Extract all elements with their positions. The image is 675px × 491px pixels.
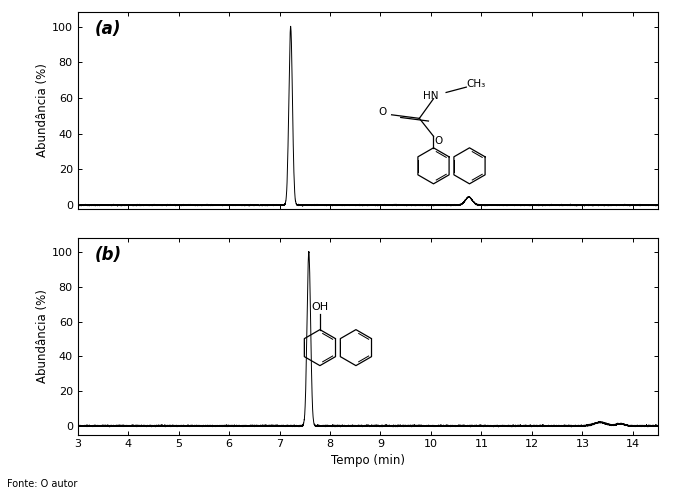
Text: HN: HN — [423, 91, 439, 101]
Text: OH: OH — [311, 302, 329, 312]
Y-axis label: Abundância (%): Abundância (%) — [36, 63, 49, 158]
Text: Fonte: O autor: Fonte: O autor — [7, 479, 77, 489]
X-axis label: Tempo (min): Tempo (min) — [331, 454, 405, 466]
Text: O: O — [435, 136, 443, 146]
Text: (a): (a) — [95, 20, 122, 38]
Y-axis label: Abundância (%): Abundância (%) — [36, 289, 49, 383]
Text: CH₃: CH₃ — [467, 80, 486, 89]
Text: (b): (b) — [95, 246, 122, 264]
Text: O: O — [379, 107, 387, 117]
